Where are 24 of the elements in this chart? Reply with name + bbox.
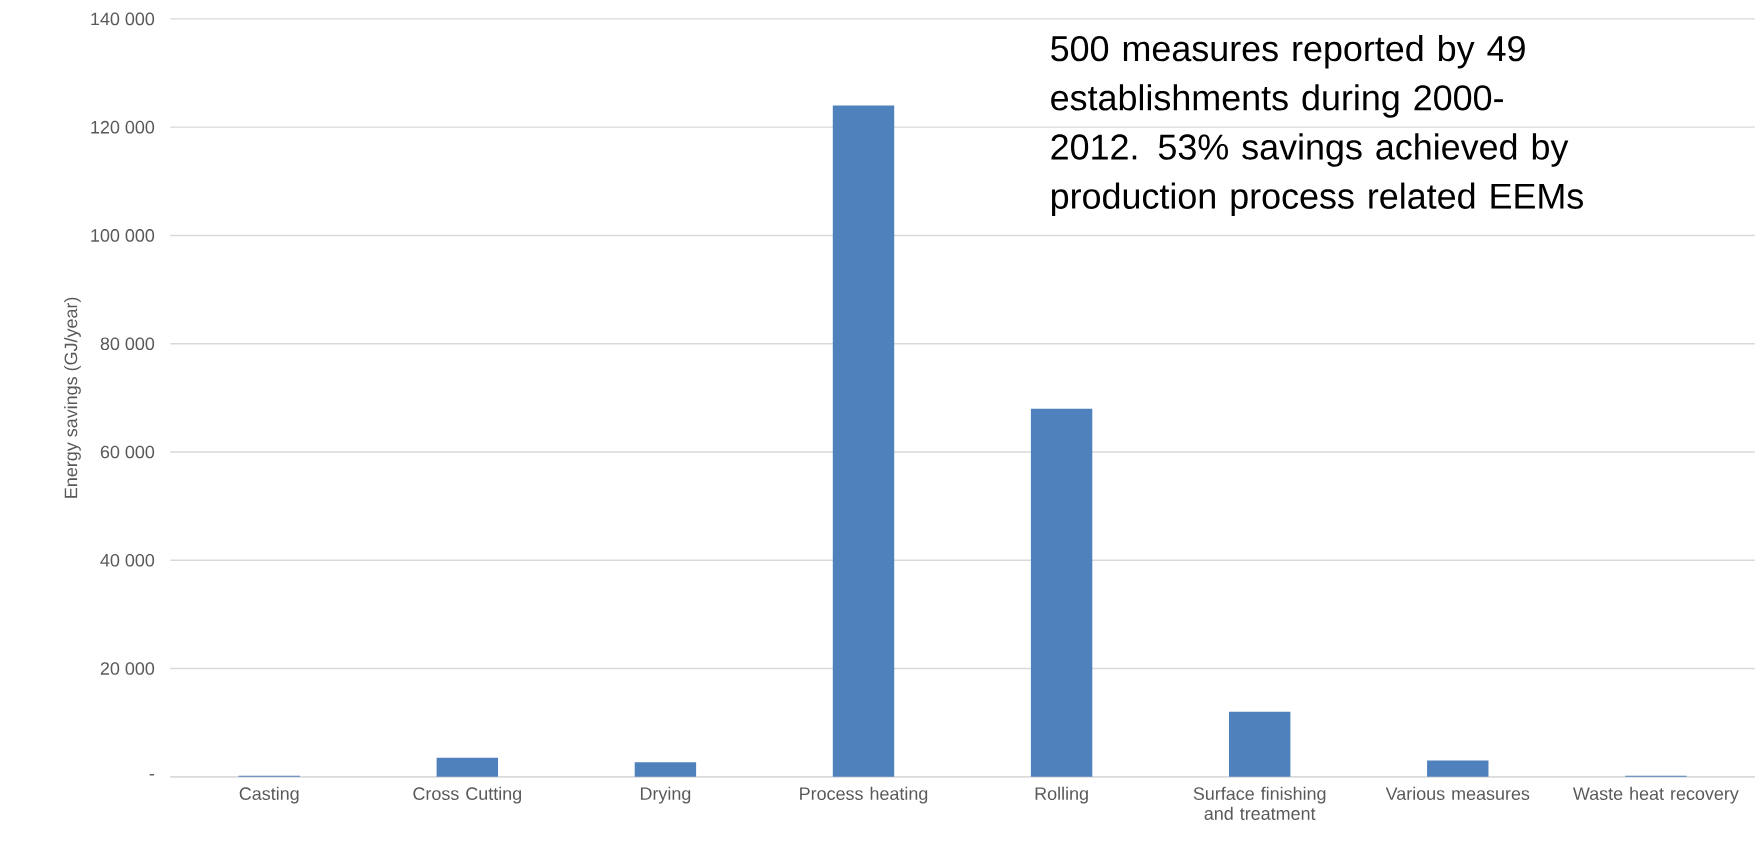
bar: [1427, 760, 1489, 777]
x-tick-label: Surface finishing and treatment: [1193, 787, 1326, 821]
y-tick-label: 80 000: [100, 337, 155, 351]
x-tick-label: Rolling: [1035, 787, 1088, 804]
y-tick-label: 40 000: [100, 554, 155, 567]
y-tick-label: 140 000: [91, 12, 155, 26]
bar: [436, 758, 499, 777]
bar: [1030, 408, 1093, 777]
y-tick-label: 20 000: [100, 662, 155, 676]
x-tick-label: Process heating: [800, 787, 928, 804]
x-tick-label: Cross Cutting: [413, 787, 522, 804]
y-tick-label: -: [149, 774, 155, 776]
bar: [634, 762, 697, 777]
y-tick-label: 100 000: [91, 229, 155, 243]
y-tick-label: 60 000: [100, 445, 155, 459]
y-axis-title: Energy savings (GJ/year): [64, 297, 81, 498]
bar: [832, 105, 895, 777]
x-tick-label: Casting: [239, 787, 299, 804]
x-tick-label: Drying: [640, 787, 691, 804]
x-tick-label: Waste heat recovery: [1572, 787, 1739, 804]
annotation: 500 measures reported by 49 establishments during 2000-2012. 53% savings achieved by production process related EEMs: [1051, 35, 1583, 217]
y-tick-label: 120 000: [91, 121, 155, 134]
bar: [1228, 712, 1291, 777]
x-tick-label: Various measures: [1385, 787, 1530, 801]
